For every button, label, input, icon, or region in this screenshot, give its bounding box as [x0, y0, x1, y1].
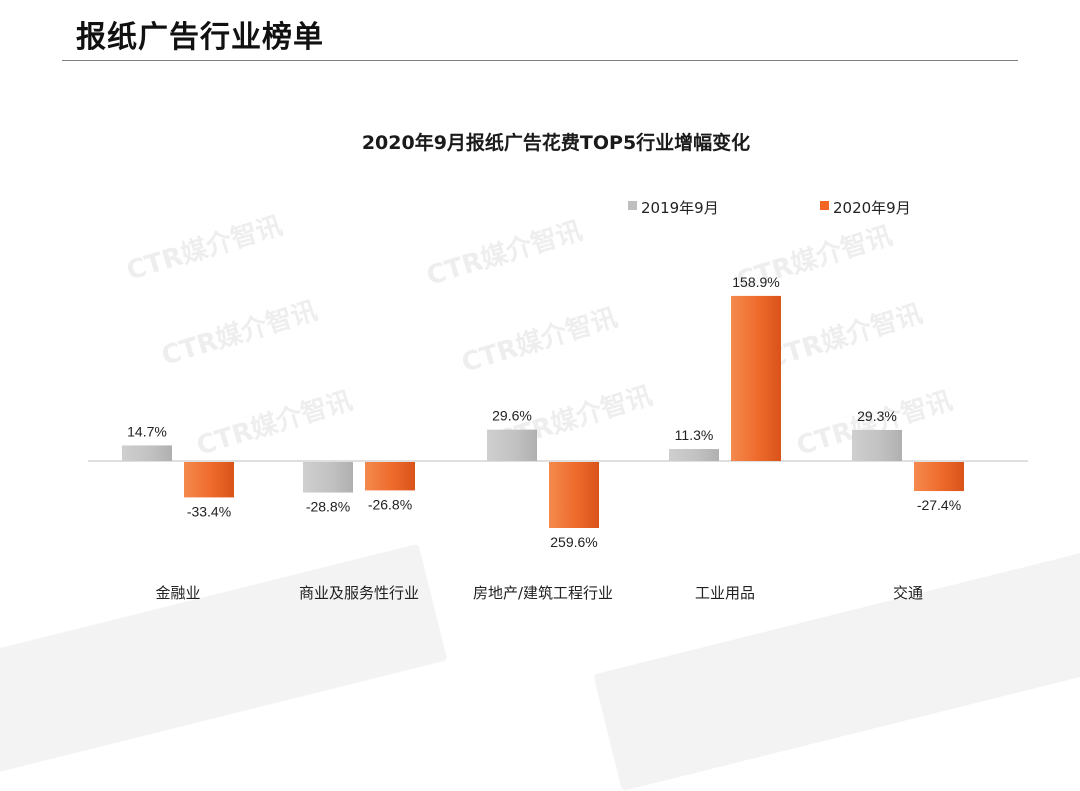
- category-label: 金融业: [155, 584, 200, 602]
- data-label: -27.4%: [917, 497, 961, 513]
- data-label: -28.8%: [306, 499, 350, 515]
- category-label: 商业及服务性行业: [299, 584, 419, 602]
- category-label: 交通: [893, 584, 923, 602]
- data-label: 259.6%: [550, 534, 597, 550]
- bar-2019-4: [852, 429, 902, 461]
- legend-label: 2019年9月: [641, 199, 719, 217]
- legend-swatch: [628, 201, 637, 210]
- data-label: -33.4%: [187, 503, 231, 519]
- data-label: 158.9%: [732, 274, 779, 290]
- legend-label: 2020年9月: [833, 199, 911, 217]
- chart-title: 2020年9月报纸广告花费TOP5行业增幅变化: [361, 132, 751, 154]
- watermark-text: CTR媒介智讯: [123, 211, 286, 287]
- watermark-text: CTR媒介智讯: [193, 386, 356, 462]
- bar-chart: CTR媒介智讯 CTR媒介智讯 CTR媒介智讯 CTR媒介智讯 CTR媒介智讯 CTR媒介…: [88, 199, 1028, 602]
- page-title: 报纸广告行业榜单: [76, 20, 324, 55]
- data-label: -26.8%: [368, 496, 412, 512]
- bar-2020-0: [184, 462, 234, 498]
- bar-2019-3: [669, 449, 719, 461]
- bar-2020-2: [549, 462, 599, 528]
- bar-2020-1: [365, 462, 415, 491]
- category-label: 工业用品: [695, 584, 755, 602]
- bar-2020-3: [731, 295, 781, 461]
- legend-swatch: [820, 201, 829, 210]
- header-divider: [62, 60, 1018, 61]
- data-label: 29.3%: [857, 408, 897, 424]
- category-label: 房地产/建筑工程行业: [473, 584, 613, 602]
- data-label: 11.3%: [675, 427, 714, 443]
- watermark-text: CTR媒介智讯: [423, 216, 586, 292]
- watermark-text: CTR媒介智讯: [763, 299, 926, 375]
- bar-2020-4: [914, 462, 964, 492]
- bar-2019-0: [122, 445, 172, 461]
- bar-2019-1: [303, 462, 353, 493]
- watermark-text: CTR媒介智讯: [158, 296, 321, 372]
- data-label: 29.6%: [492, 408, 532, 424]
- watermark-text: CTR媒介智讯: [458, 303, 621, 379]
- bar-2019-2: [487, 429, 537, 461]
- data-label: 14.7%: [127, 423, 167, 439]
